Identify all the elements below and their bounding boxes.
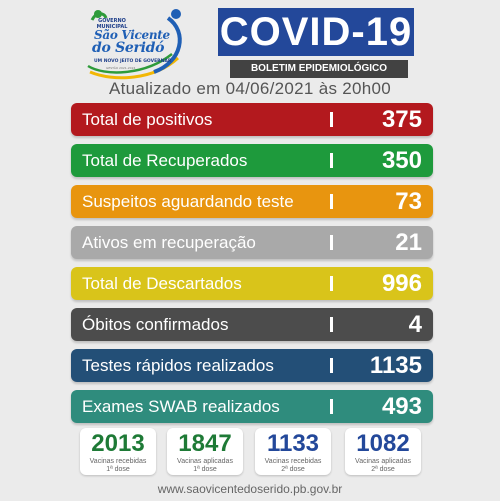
stat-label: Total de Recuperados: [82, 151, 248, 170]
vaccine-caption: Vacinas aplicadas: [355, 458, 411, 465]
separator-bar: [330, 276, 333, 291]
logo-swoosh-icon: [87, 9, 182, 80]
vaccine-caption: Vacinas recebidas: [264, 458, 322, 465]
stat-value: 996: [381, 270, 422, 297]
website-link[interactable]: www.saovicentedoserido.pb.gov.br: [157, 482, 343, 496]
stat-label: Exames SWAB realizados: [82, 397, 280, 416]
vaccine-card-received-dose1: 2013 Vacinas recebidas 1ª dose: [80, 428, 156, 475]
separator-bar: [330, 358, 333, 373]
update-timestamp: Atualizado em 04/06/2021 às 20h00: [108, 79, 392, 98]
stat-label: Suspeitos aguardando teste: [82, 192, 294, 211]
stat-row-testes-rapidos: Testes rápidos realizados 1135: [71, 349, 433, 382]
separator-bar: [330, 235, 333, 250]
vaccine-card-received-dose2: 1133 Vacinas recebidas 2ª dose: [255, 428, 331, 475]
stat-label: Total de Descartados: [82, 274, 242, 293]
vaccine-dose: 1ª dose: [106, 466, 130, 473]
separator-bar: [330, 112, 333, 127]
stat-row-positivos: Total de positivos 375: [71, 103, 433, 136]
stat-label: Total de positivos: [82, 110, 213, 129]
vaccine-number: 1082: [356, 430, 410, 457]
vaccine-card-applied-dose1: 1847 Vacinas aplicadas 1ª dose: [167, 428, 243, 475]
page-subtitle: BOLETIM EPIDEMIOLÓGICO: [230, 60, 408, 78]
municipal-logo: GOVERNO MUNICIPAL São Vicente do Seridó …: [84, 6, 188, 84]
vaccine-card-applied-dose2: 1082 Vacinas aplicadas 2ª dose: [345, 428, 421, 475]
vaccine-number: 1133: [266, 430, 320, 457]
stat-row-suspeitos: Suspeitos aguardando teste 73: [71, 185, 433, 218]
stat-label: Ativos em recuperação: [82, 233, 256, 252]
stat-label: Óbitos confirmados: [82, 315, 229, 334]
stat-value: 4: [408, 311, 422, 338]
stat-value: 1135: [369, 352, 422, 379]
stat-value: 375: [381, 106, 422, 133]
bulletin-title-block: COVID-19 BOLETIM EPIDEMIOLÓGICO: [218, 8, 414, 78]
logo-city-name-2: do Seridó: [92, 40, 165, 56]
stat-label: Testes rápidos realizados: [82, 356, 274, 375]
vaccine-dose: 1ª dose: [193, 466, 217, 473]
logo-slogan-small: GESTÃO 2021-2024: [106, 66, 136, 70]
stat-row-recuperados: Total de Recuperados 350: [71, 144, 433, 177]
vaccine-number: 2013: [91, 430, 145, 457]
stat-row-descartados: Total de Descartados 996: [71, 267, 433, 300]
page-title: COVID-19: [218, 8, 414, 56]
vaccine-dose: 2ª dose: [371, 466, 395, 473]
separator-bar: [330, 194, 333, 209]
vaccine-caption: Vacinas recebidas: [89, 458, 147, 465]
stat-row-obitos: Óbitos confirmados 4: [71, 308, 433, 341]
separator-bar: [330, 153, 333, 168]
vaccine-number: 1847: [178, 430, 232, 457]
logo-city-name-1: São Vicente: [94, 28, 170, 42]
stat-value: 21: [395, 229, 422, 256]
stat-row-ativos: Ativos em recuperação 21: [71, 226, 433, 259]
stat-value: 493: [381, 393, 422, 420]
stat-value: 73: [395, 188, 422, 215]
stat-row-swab: Exames SWAB realizados 493: [71, 390, 433, 423]
vaccine-dose: 2ª dose: [281, 466, 305, 473]
logo-slogan: UM NOVO JEITO DE GOVERNAR: [94, 59, 172, 64]
stat-value: 350: [381, 147, 422, 174]
separator-bar: [330, 399, 333, 414]
vaccine-caption: Vacinas aplicadas: [177, 458, 233, 465]
logo-government-label: GOVERNO MUNICIPAL: [96, 18, 128, 30]
separator-bar: [330, 317, 333, 332]
